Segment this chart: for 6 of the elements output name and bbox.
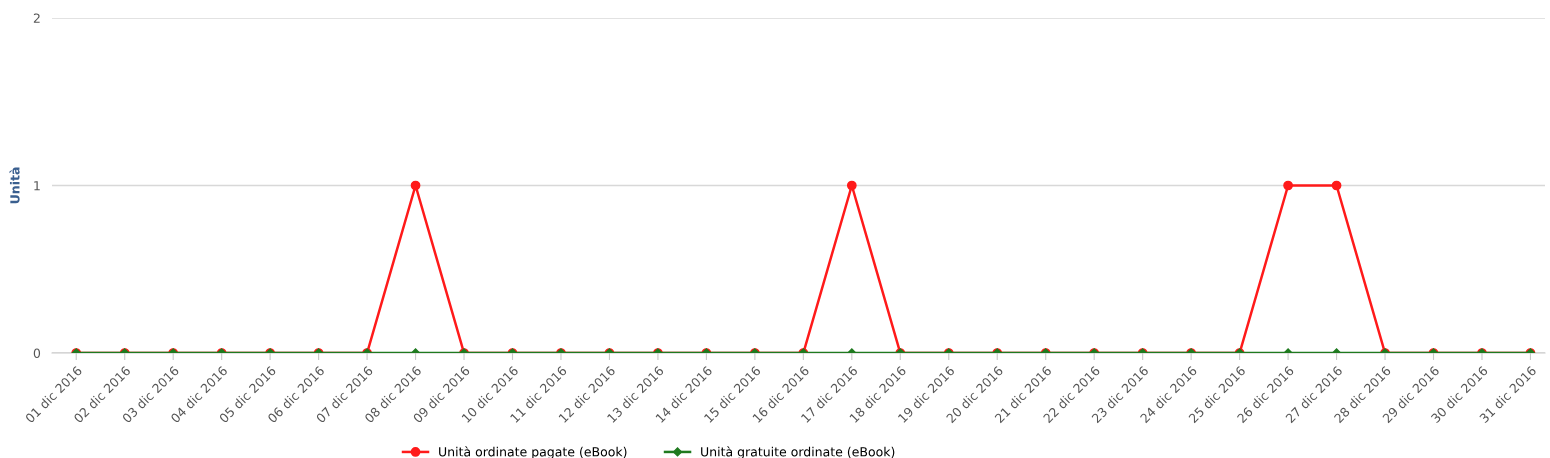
y-tick-label: 1 [34,181,40,191]
y-tick-label: 2 [33,13,40,23]
legend-label: Unità gratuite ordinate (eBook) [701,446,895,458]
legend-label: Unità ordinate pagate (eBook) [439,446,627,458]
y-tick-label: 0 [33,348,41,358]
y-axis-title: Unità [9,167,20,204]
